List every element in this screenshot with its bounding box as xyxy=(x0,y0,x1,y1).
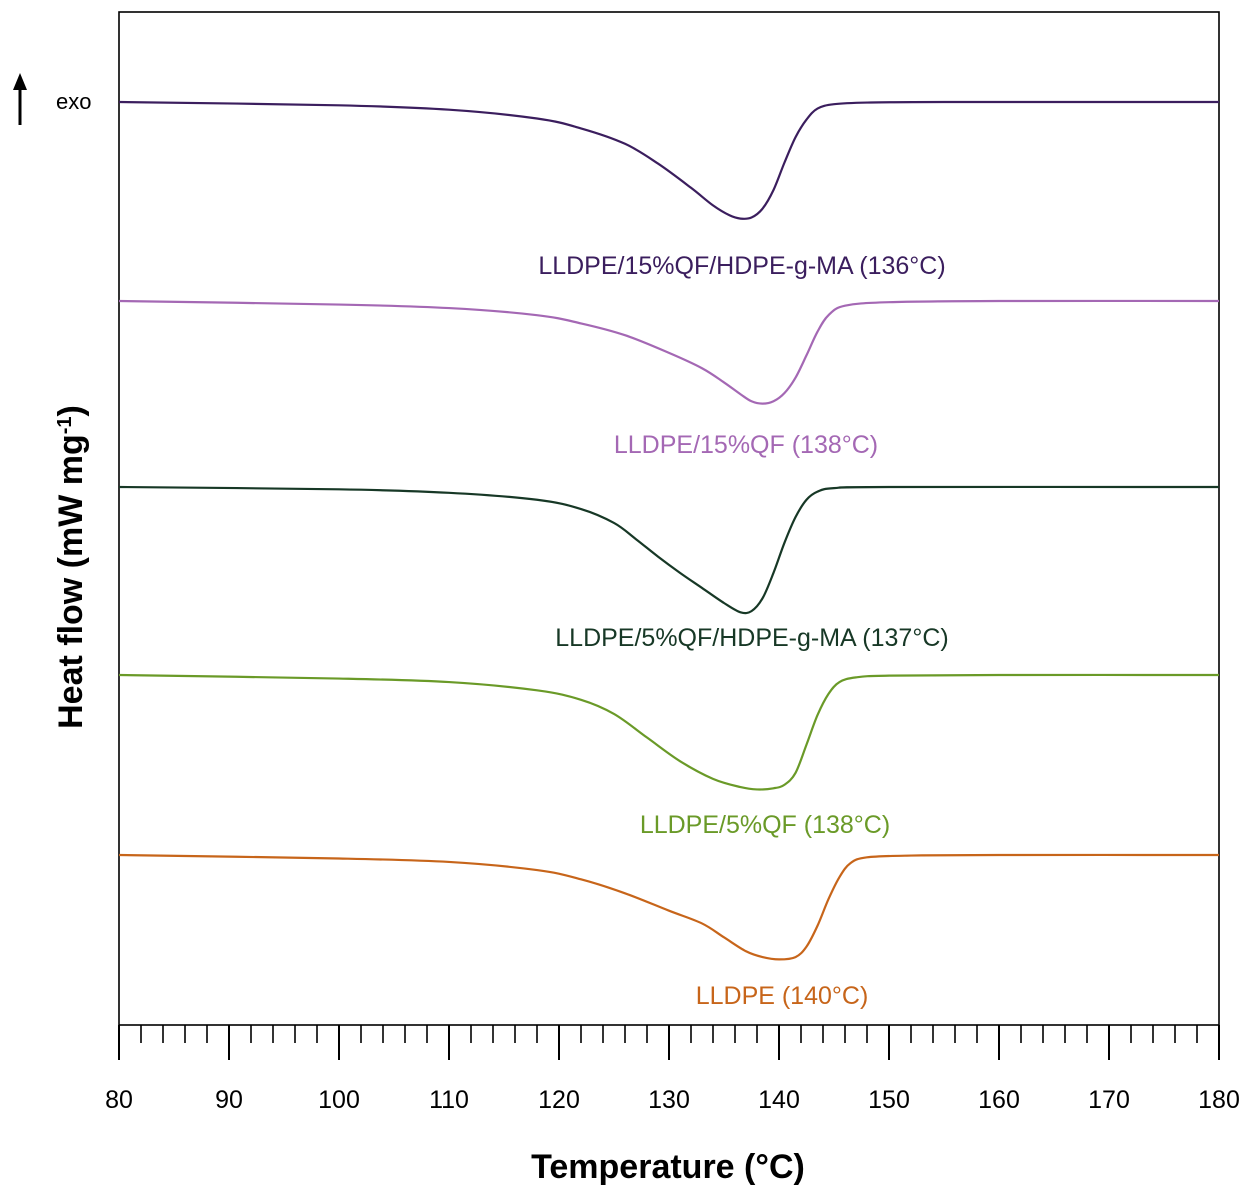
y-axis-title: Heat flow (mW mg-1) xyxy=(52,405,90,729)
series-line xyxy=(118,673,1220,791)
plot-frame xyxy=(118,11,1220,1026)
series-label: LLDPE/5%QF (138°C) xyxy=(640,811,890,839)
x-tick-label: 110 xyxy=(429,1086,469,1114)
series-label: LLDPE (140°C) xyxy=(696,982,869,1010)
series-label: LLDPE/15%QF (138°C) xyxy=(614,431,878,459)
y-axis-title-sup: -1 xyxy=(54,416,76,434)
series-curves xyxy=(118,100,1220,961)
x-tick-label: 150 xyxy=(868,1086,910,1114)
y-axis-title-close: ) xyxy=(52,405,90,416)
x-tick-label: 120 xyxy=(538,1086,580,1114)
x-tick-label: 80 xyxy=(105,1086,133,1114)
x-axis-title: Temperature (°C) xyxy=(531,1148,805,1186)
exo-indicator: exo xyxy=(13,73,91,125)
x-axis-ticks xyxy=(118,1025,1220,1060)
x-tick-label: 180 xyxy=(1198,1086,1240,1114)
series-line xyxy=(118,485,1220,615)
exo-arrow-icon xyxy=(13,73,27,90)
x-tick-label: 140 xyxy=(758,1086,800,1114)
series-label: LLDPE/15%QF/HDPE-g-MA (136°C) xyxy=(538,252,945,280)
series-label: LLDPE/5%QF/HDPE-g-MA (137°C) xyxy=(555,624,948,652)
x-tick-label: 130 xyxy=(648,1086,690,1114)
x-tick-label: 160 xyxy=(978,1086,1020,1114)
y-axis-title-main: Heat flow (mW mg xyxy=(52,434,90,729)
x-tick-label: 170 xyxy=(1088,1086,1130,1114)
x-tick-label: 90 xyxy=(215,1086,243,1114)
x-tick-label: 100 xyxy=(318,1086,360,1114)
series-line xyxy=(118,299,1220,405)
series-line xyxy=(118,853,1220,961)
series-line xyxy=(118,100,1220,220)
x-axis-tick-labels: 80 90 100 110 120 130 140 150 160 170 180 xyxy=(105,1086,1240,1114)
exo-label: exo xyxy=(56,89,91,114)
series-labels: LLDPE/15%QF/HDPE-g-MA (136°C) LLDPE/15%QF… xyxy=(538,252,948,1010)
